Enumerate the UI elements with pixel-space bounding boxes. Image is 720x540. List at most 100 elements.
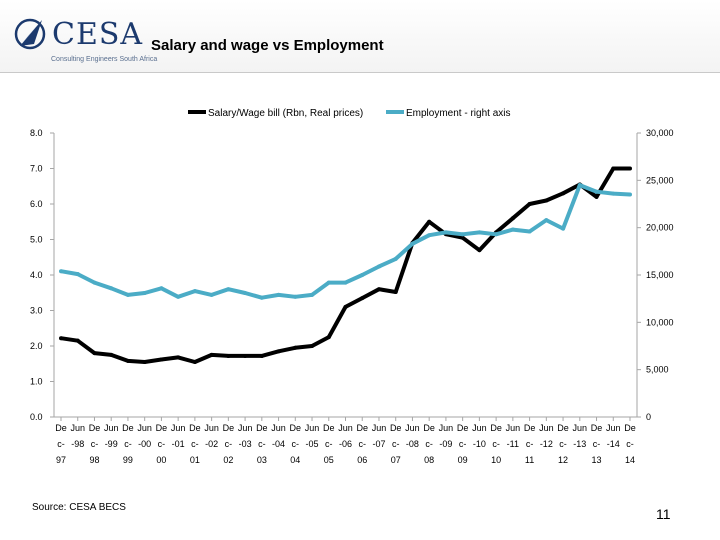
salary-data-point — [510, 216, 515, 221]
x-tick-label: De c-02 — [223, 423, 235, 465]
header-band — [0, 0, 720, 72]
logo-tagline: Consulting Engineers South Africa — [51, 56, 158, 63]
x-tick-label: De c-08 — [423, 423, 435, 465]
salary-data-point — [276, 349, 281, 354]
right-tick-label: 10,000 — [646, 317, 674, 327]
x-tick-label: Jun -11 — [506, 423, 521, 449]
x-tick-label: De c-12 — [557, 423, 569, 465]
x-tick-label: Jun -02 — [204, 423, 219, 449]
employment-data-point — [611, 191, 616, 196]
salary-data-point — [360, 296, 365, 301]
salary-data-point — [393, 290, 398, 295]
salary-data-point — [59, 336, 63, 341]
x-tick-label: De c-07 — [390, 423, 402, 465]
employment-data-point — [159, 286, 164, 291]
chart-axes: 0.0 1.0 2.0 3.0 4.0 5.0 6.0 7.0 8.0 0 5,000 10,000 1… — [30, 128, 674, 465]
employment-data-point — [192, 289, 197, 294]
x-tick-label: De c-00 — [156, 423, 168, 465]
left-tick-label: 6.0 — [30, 199, 43, 209]
x-tick-label: Jun -13 — [573, 423, 588, 449]
salary-wage-line — [60, 166, 630, 364]
salary-data-point — [326, 335, 331, 340]
employment-data-point — [310, 292, 315, 297]
salary-data-point — [92, 351, 97, 356]
salary-data-point — [75, 338, 80, 343]
right-tick-label: 5,000 — [646, 365, 669, 375]
employment-data-point — [259, 295, 264, 300]
salary-data-point — [293, 345, 298, 350]
employment-data-point — [176, 294, 181, 299]
salary-data-point — [477, 248, 482, 253]
x-tick-label: Jun -07 — [372, 423, 387, 449]
x-tick-label: Jun -99 — [104, 423, 119, 449]
chart-legend: Salary/Wage bill (Rbn, Real prices) Empl… — [188, 108, 510, 119]
salary-data-point — [125, 358, 130, 363]
page-number: 11 — [656, 506, 671, 522]
employment-data-point — [628, 192, 632, 197]
right-tick-label: 25,000 — [646, 175, 674, 185]
left-tick-label: 8.0 — [30, 128, 43, 138]
chart-series — [59, 166, 632, 364]
x-tick-label: De c-03 — [256, 423, 268, 465]
right-tick-label: 30,000 — [646, 128, 674, 138]
employment-data-point — [226, 287, 231, 292]
salary-data-point — [427, 219, 432, 224]
salary-data-point — [628, 166, 632, 171]
salary-data-point — [109, 352, 114, 357]
employment-data-point — [393, 256, 398, 261]
x-tick-label: Jun -04 — [271, 423, 286, 449]
left-tick-label: 4.0 — [30, 270, 43, 280]
employment-data-point — [326, 280, 331, 285]
salary-data-point — [259, 353, 264, 358]
employment-data-point — [75, 272, 80, 277]
left-tick-label: 1.0 — [30, 377, 43, 387]
x-tick-label: De c-10 — [490, 423, 502, 465]
legend-label-salary: Salary/Wage bill (Rbn, Real prices) — [208, 108, 363, 119]
employment-data-point — [276, 292, 281, 297]
x-tick-label: De c-04 — [290, 423, 302, 465]
salary-data-point — [460, 235, 465, 240]
left-tick-label: 5.0 — [30, 235, 43, 245]
x-tick-label: De c-06 — [356, 423, 368, 465]
employment-data-point — [494, 232, 499, 237]
salary-data-point — [310, 344, 315, 348]
x-tick-label: Jun -08 — [405, 423, 420, 449]
legend-label-employment: Employment - right axis — [406, 108, 510, 119]
employment-data-point — [427, 233, 432, 238]
employment-data-point — [59, 269, 63, 274]
left-tick-label: 2.0 — [30, 341, 43, 351]
employment-data-point — [92, 280, 97, 285]
salary-data-point — [192, 359, 197, 364]
salary-data-point — [176, 355, 181, 360]
salary-data-point — [159, 357, 164, 362]
employment-data-point — [460, 232, 465, 237]
employment-data-point — [527, 229, 532, 234]
slide-title: Salary and wage vs Employment — [151, 37, 384, 54]
employment-data-point — [544, 218, 549, 223]
x-tick-label: De c-11 — [524, 423, 536, 465]
source-note: Source: CESA BECS — [32, 502, 126, 513]
employment-data-point — [477, 230, 482, 235]
cesa-logo: CESA Consulting Engineers South Africa — [14, 14, 158, 68]
employment-data-point — [561, 226, 566, 231]
left-tick-label: 7.0 — [30, 164, 43, 174]
x-tick-label: Jun -12 — [539, 423, 554, 449]
salary-data-point — [594, 194, 599, 199]
right-tick-label: 20,000 — [646, 223, 674, 233]
salary-data-point — [142, 359, 147, 364]
salary-data-point — [343, 304, 348, 309]
employment-data-point — [142, 290, 147, 295]
salary-data-point — [527, 202, 532, 206]
salary-data-point — [243, 353, 248, 358]
employment-data-point — [293, 294, 298, 299]
x-tick-label: De c-97 — [55, 423, 67, 465]
employment-data-point — [577, 183, 582, 188]
x-tick-label: Jun -01 — [171, 423, 186, 449]
x-tick-label: De c-98 — [89, 423, 101, 465]
employment-data-point — [410, 241, 415, 246]
logo-wordmark: CESA — [52, 17, 144, 52]
x-tick-label: Jun -10 — [472, 423, 487, 449]
x-tick-label: De c-14 — [624, 423, 636, 465]
employment-data-point — [343, 280, 348, 285]
